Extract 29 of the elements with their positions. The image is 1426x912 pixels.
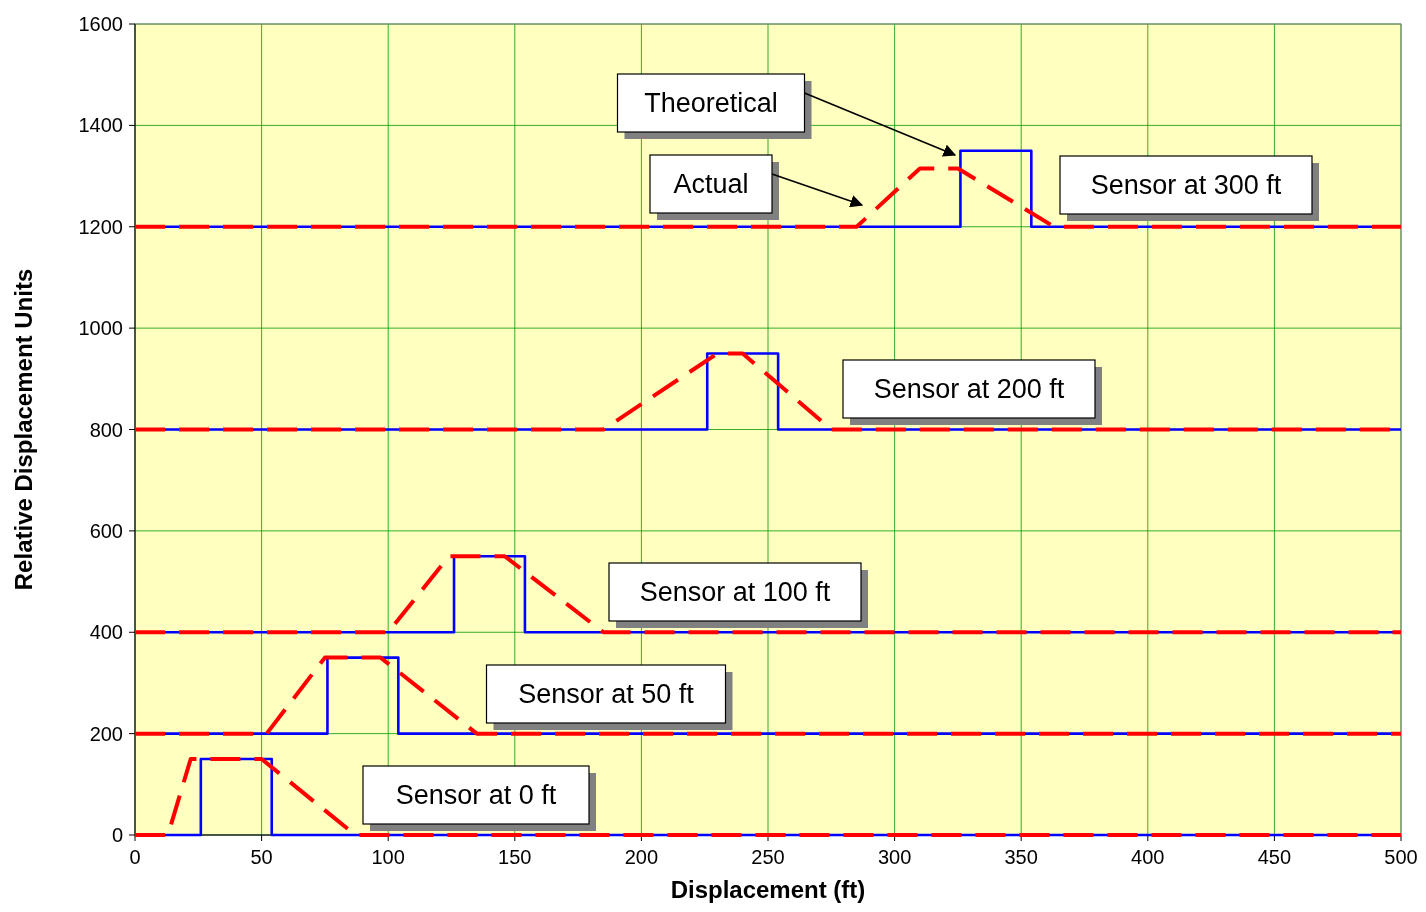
x-tick-label: 350 [1004, 846, 1038, 868]
x-tick-label: 450 [1257, 846, 1292, 868]
annotation: Theoretical [644, 88, 778, 119]
y-axis-title: Relative Displacement Units [10, 268, 37, 591]
x-tick-label: 400 [1131, 846, 1165, 868]
x-tick-label: 250 [751, 846, 785, 868]
y-tick-label: 600 [89, 519, 123, 542]
x-axis-title: Displacement (ft) [670, 876, 866, 903]
y-tick-label: 400 [89, 621, 123, 644]
x-tick-label: 300 [877, 846, 912, 868]
x-tick-label: 0 [129, 846, 141, 868]
annotation: Sensor at 0 ft [395, 780, 557, 811]
annotation: Sensor at 100 ft [639, 577, 831, 608]
y-tick-label: 800 [89, 418, 123, 441]
annotation: Actual [673, 169, 749, 200]
x-tick-label: 100 [371, 846, 405, 868]
y-tick-label: 0 [111, 824, 123, 846]
x-tick-label: 500 [1384, 846, 1418, 868]
y-tick-label: 200 [89, 722, 123, 745]
y-tick-label: 1600 [78, 13, 123, 35]
annotation: Sensor at 300 ft [1090, 170, 1282, 201]
annotation: Sensor at 50 ft [518, 679, 695, 710]
y-tick-label: 1000 [78, 317, 123, 340]
y-tick-label: 1400 [78, 114, 123, 137]
x-tick-label: 50 [250, 846, 273, 868]
y-tick-label: 1200 [78, 215, 123, 238]
annotation: Sensor at 200 ft [873, 374, 1065, 405]
x-tick-label: 150 [498, 846, 532, 868]
x-tick-label: 200 [624, 846, 659, 868]
